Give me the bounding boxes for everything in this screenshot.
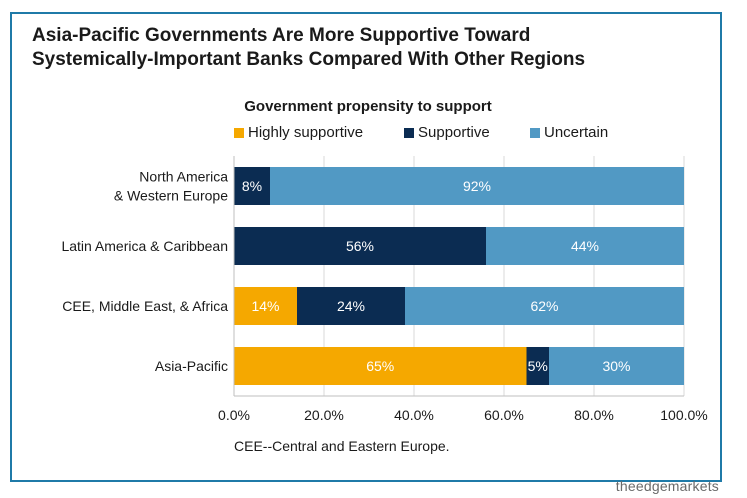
legend-label-supportive: Supportive: [418, 124, 490, 141]
chart-plot: 8% 92% North America & Western Europe 56% 44%…: [61, 156, 708, 423]
bar-segment: [405, 287, 684, 325]
bar-segment: [297, 287, 405, 325]
category-label: & Western Europe: [114, 188, 228, 204]
data-label: 24%: [337, 298, 365, 314]
data-label: 62%: [530, 298, 558, 314]
legend-item-highly-supportive: Highly supportive: [234, 124, 363, 141]
legend-swatch-supportive: [404, 127, 414, 138]
footnote: CEE--Central and Eastern Europe.: [234, 438, 450, 454]
chart-subtitle: Government propensity to support: [244, 98, 492, 115]
bar-segment: [526, 347, 549, 385]
bar-segment: [234, 227, 486, 265]
legend-label-uncertain: Uncertain: [544, 124, 609, 141]
data-label: 44%: [571, 238, 599, 254]
data-label: 5%: [528, 358, 548, 374]
bar-segment: [270, 167, 684, 205]
legend-swatch-highly-supportive: [234, 127, 244, 138]
category-label: Asia-Pacific: [155, 358, 228, 374]
chart-title: Asia-Pacific Governments Are More Suppor…: [32, 24, 712, 72]
legend-item-uncertain: Uncertain: [530, 124, 608, 141]
legend-swatch-uncertain: [530, 127, 540, 138]
x-tick-label: 100.0%: [660, 407, 707, 423]
category-label: North America: [139, 169, 228, 185]
data-label: 30%: [602, 358, 630, 374]
bar-segment: [234, 287, 297, 325]
data-label: 65%: [366, 358, 394, 374]
x-tick-label: 0.0%: [218, 407, 250, 423]
x-tick-label: 60.0%: [484, 407, 524, 423]
bar-segment: [234, 347, 527, 385]
category-label: Latin America & Caribbean: [61, 238, 228, 254]
watermark: theedgemarkets: [615, 478, 719, 494]
data-label: 56%: [346, 238, 374, 254]
chart-frame: Asia-Pacific Governments Are More Suppor…: [10, 12, 722, 482]
bar-segment: [549, 347, 684, 385]
title-line-1: Asia-Pacific Governments Are More Suppor…: [32, 25, 531, 46]
x-tick-label: 20.0%: [304, 407, 344, 423]
legend: Highly supportive Supportive Uncertain: [12, 124, 724, 146]
category-label: CEE, Middle East, & Africa: [62, 298, 228, 314]
x-tick-label: 40.0%: [394, 407, 434, 423]
data-label: 8%: [242, 178, 262, 194]
bar-segment: [234, 167, 270, 205]
data-label: 92%: [463, 178, 491, 194]
bar-segment: [486, 227, 684, 265]
x-tick-label: 80.0%: [574, 407, 614, 423]
legend-item-supportive: Supportive: [404, 124, 490, 141]
data-label: 14%: [251, 298, 279, 314]
title-line-2: Systemically-Important Banks Compared Wi…: [32, 49, 586, 70]
legend-label-highly-supportive: Highly supportive: [248, 124, 364, 141]
